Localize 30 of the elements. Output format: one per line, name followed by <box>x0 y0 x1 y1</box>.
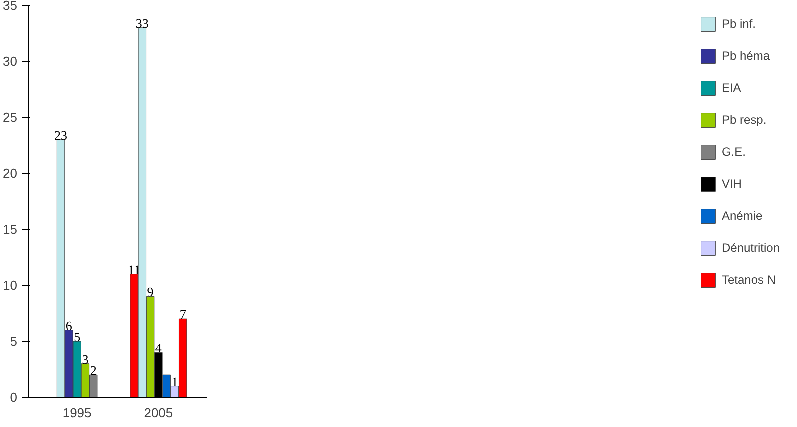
legend-label: G.E. <box>722 145 746 159</box>
y-tick-label: 10 <box>3 278 18 293</box>
legend-label: Pb héma <box>722 49 770 63</box>
data-label: 6 <box>66 318 73 334</box>
data-label: 7 <box>180 307 187 322</box>
legend-label: EIA <box>722 81 742 95</box>
data-label: 1 <box>172 374 178 390</box>
legend-label: VIH <box>722 177 742 191</box>
data-label: 11 <box>128 262 141 278</box>
data-label: 5 <box>74 330 81 344</box>
y-tick-label: 25 <box>3 110 18 125</box>
x-tick-label: 1995 <box>62 406 92 420</box>
y-tick-label: 35 <box>3 0 18 13</box>
data-label: 3 <box>82 352 89 367</box>
data-label: 2 <box>90 363 97 378</box>
x-tick-label: 2005 <box>144 406 174 420</box>
y-tick-label: 5 <box>10 334 18 349</box>
data-label: 23 <box>54 128 68 143</box>
legend-label: Pb resp. <box>722 113 767 127</box>
y-tick-label: 0 <box>10 390 18 405</box>
data-label: 9 <box>147 284 154 300</box>
legend-label: Anémie <box>722 209 763 223</box>
y-tick-label: 20 <box>3 166 18 181</box>
y-tick-label: 15 <box>3 222 18 237</box>
y-tick-label: 30 <box>3 54 18 69</box>
data-label: 4 <box>155 340 162 356</box>
legend-label: Tetanos N <box>722 273 776 287</box>
legend-label: Dénutrition <box>722 241 780 255</box>
legend-label: Pb inf. <box>722 17 756 31</box>
data-label: 33 <box>136 16 149 31</box>
